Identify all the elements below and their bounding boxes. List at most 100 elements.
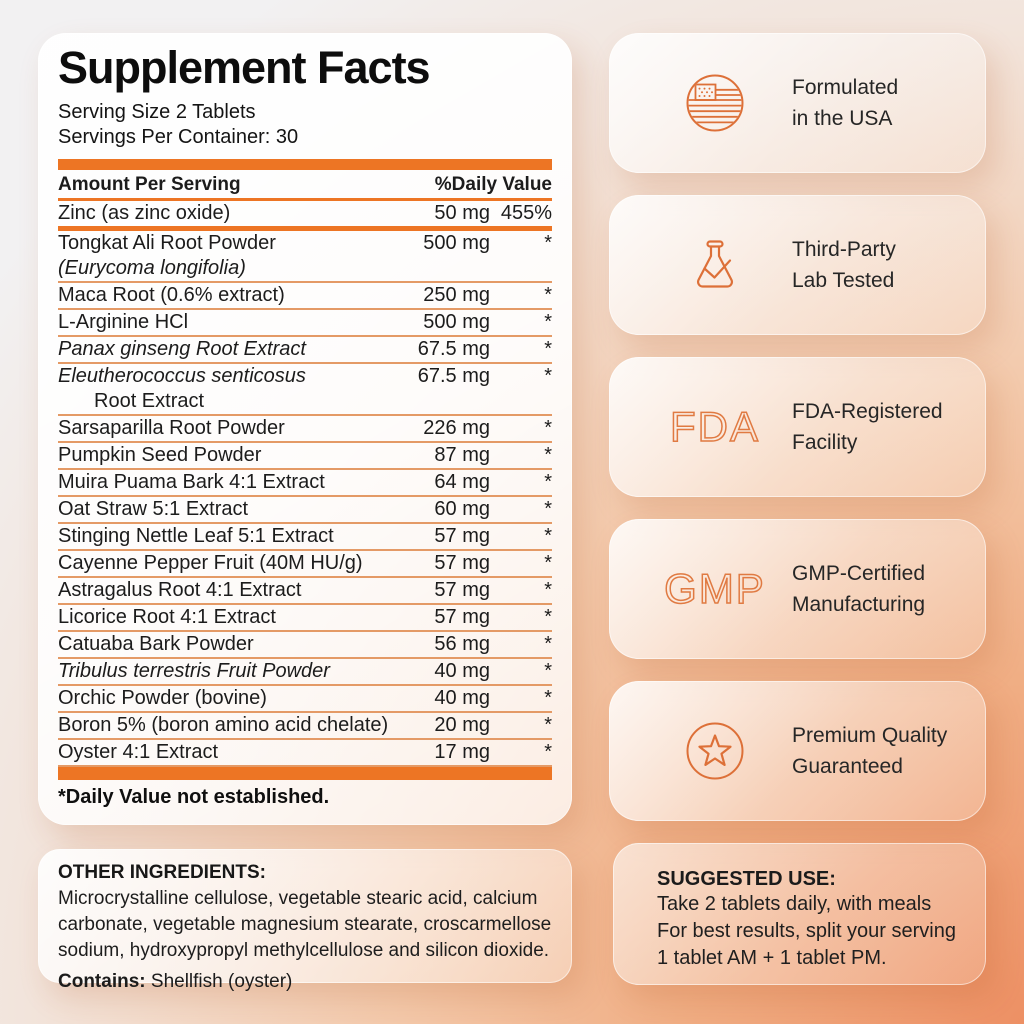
ingredient-amount: 17 mg — [434, 741, 490, 763]
ingredient-amount: 67.5 mg — [417, 338, 490, 360]
ingredient-daily-value: * — [544, 633, 552, 655]
ingredient-name: Tongkat Ali Root Powder (Eurycoma longifo… — [58, 232, 276, 279]
table-row: Maca Root (0.6% extract) 250 mg * — [58, 283, 552, 310]
ingredient-amount: 20 mg — [434, 714, 490, 736]
ingredient-amount: 250 mg — [423, 284, 490, 306]
table-row: Tribulus terrestris Fruit Powder 40 mg * — [58, 659, 552, 686]
table-top-bar — [58, 159, 552, 170]
ingredient-daily-value: * — [544, 444, 552, 466]
ingredient-daily-value: * — [544, 284, 552, 306]
ingredient-name: Catuaba Bark Powder — [58, 633, 254, 655]
badge-formulated-usa: Formulated in the USA — [609, 33, 986, 173]
ingredient-amount: 40 mg — [434, 687, 490, 709]
ingredient-name: Orchic Powder (bovine) — [58, 687, 267, 709]
ingredient-daily-value: * — [544, 338, 552, 360]
table-row: Oyster 4:1 Extract 17 mg * — [58, 740, 552, 767]
ingredient-daily-value: * — [544, 552, 552, 574]
badge-label-line1: Formulated — [792, 76, 899, 99]
ingredient-daily-value: * — [544, 687, 552, 709]
ingredient-name: Pumpkin Seed Powder — [58, 444, 262, 466]
ingredient-daily-value: * — [544, 525, 552, 547]
table-row: Zinc (as zinc oxide) 50 mg 455% — [58, 201, 552, 231]
table-row: Stinging Nettle Leaf 5:1 Extract 57 mg * — [58, 524, 552, 551]
table-header-row: Amount Per Serving %Daily Value — [58, 170, 552, 201]
ingredient-name: Boron 5% (boron amino acid chelate) — [58, 714, 389, 736]
table-row: Astragalus Root 4:1 Extract 57 mg * — [58, 578, 552, 605]
ingredient-daily-value: * — [544, 660, 552, 682]
badge-gmp-certified: GMP GMP-Certified Manufacturing — [609, 519, 986, 659]
suggested-use-panel: SUGGESTED USE: Take 2 tablets daily, wit… — [613, 843, 986, 985]
other-ingredients-body: Microcrystalline cellulose, vegetable st… — [58, 888, 552, 961]
ingredient-amount: 50 mg — [434, 202, 490, 224]
ingredient-amount: 57 mg — [434, 579, 490, 601]
ingredient-name: Oyster 4:1 Extract — [58, 741, 219, 763]
serving-size: Serving Size 2 Tablets — [58, 101, 256, 123]
table-row: Eleutherococcus senticosus Root Extract 67… — [58, 364, 552, 416]
badge-label-line1: GMP-Certified — [792, 562, 926, 585]
servings-per-container: Servings Per Container: 30 — [58, 126, 299, 148]
ingredient-name: Panax ginseng Root Extract — [58, 338, 306, 360]
daily-value-footnote: *Daily Value not established. — [58, 786, 330, 808]
table-row: Cayenne Pepper Fruit (40M HU/g) 57 mg * — [58, 551, 552, 578]
ingredient-daily-value: * — [544, 606, 552, 628]
badge-label-line2: Facility — [792, 431, 858, 454]
ingredient-daily-value: * — [544, 232, 552, 254]
ingredient-daily-value: * — [544, 311, 552, 333]
ingredient-daily-value: * — [544, 471, 552, 493]
suggested-use-heading: SUGGESTED USE: — [657, 868, 836, 890]
table-row: L-Arginine HCl 500 mg * — [58, 310, 552, 337]
usa-flag-icon — [683, 71, 747, 135]
badge-label-line2: Lab Tested — [792, 269, 895, 292]
table-row: Sarsaparilla Root Powder 226 mg * — [58, 416, 552, 443]
contains-label: Contains: — [58, 971, 146, 992]
table-row: Oat Straw 5:1 Extract 60 mg * — [58, 497, 552, 524]
ingredient-amount: 40 mg — [434, 660, 490, 682]
ingredient-name: Tribulus terrestris Fruit Powder — [58, 660, 330, 682]
badge-lab-tested: Third-Party Lab Tested — [609, 195, 986, 335]
ingredient-name: Muira Puama Bark 4:1 Extract — [58, 471, 325, 493]
ingredient-name: Maca Root (0.6% extract) — [58, 284, 285, 306]
ingredient-amount: 57 mg — [434, 525, 490, 547]
ingredient-amount: 60 mg — [434, 498, 490, 520]
ingredient-name: Cayenne Pepper Fruit (40M HU/g) — [58, 552, 363, 574]
badge-label-line2: in the USA — [792, 107, 893, 130]
column-header-daily-value: %Daily Value — [434, 174, 552, 195]
column-header-amount: Amount Per Serving — [58, 174, 241, 195]
ingredient-daily-value: * — [544, 417, 552, 439]
ingredient-amount: 64 mg — [434, 471, 490, 493]
ingredient-amount: 500 mg — [423, 311, 490, 333]
table-row: Boron 5% (boron amino acid chelate) 20 mg… — [58, 713, 552, 740]
badge-premium-quality: Premium Quality Guaranteed — [609, 681, 986, 821]
table-row: Pumpkin Seed Powder 87 mg * — [58, 443, 552, 470]
suggested-use-line: 1 tablet AM + 1 tablet PM. — [657, 947, 887, 969]
star-icon — [683, 719, 747, 783]
badge-label-line1: FDA-Registered — [792, 400, 943, 423]
ingredient-daily-value: * — [544, 365, 552, 387]
ingredient-amount: 67.5 mg — [417, 365, 490, 387]
badge-fda-registered: FDA FDA-Registered Facility — [609, 357, 986, 497]
page-title: Supplement Facts — [58, 42, 431, 93]
table-row: Tongkat Ali Root Powder (Eurycoma longifo… — [58, 231, 552, 283]
suggested-use-line: Take 2 tablets daily, with meals — [657, 893, 932, 915]
other-ingredients-heading: OTHER INGREDIENTS: — [58, 862, 266, 883]
ingredient-name: L-Arginine HCl — [58, 311, 189, 333]
ingredient-name: Licorice Root 4:1 Extract — [58, 606, 276, 628]
supplement-table-body: Zinc (as zinc oxide) 50 mg 455% Tongkat Ali… — [58, 201, 552, 767]
contains-value: Shellfish (oyster) — [150, 971, 293, 992]
ingredient-name: Stinging Nettle Leaf 5:1 Extract — [58, 525, 334, 547]
ingredient-amount: 57 mg — [434, 606, 490, 628]
suggested-use-line: For best results, split your serving — [657, 920, 956, 942]
ingredient-name: Astragalus Root 4:1 Extract — [58, 579, 302, 601]
ingredient-amount: 56 mg — [434, 633, 490, 655]
supplement-facts-panel: Supplement Facts Serving Size 2 Tablets … — [38, 33, 572, 825]
gmp-text-icon: GMP — [663, 564, 766, 613]
table-row: Muira Puama Bark 4:1 Extract 64 mg * — [58, 470, 552, 497]
table-bottom-bar — [58, 767, 552, 780]
ingredient-daily-value: * — [544, 498, 552, 520]
ingredient-name: Sarsaparilla Root Powder — [58, 417, 285, 439]
ingredient-name: Oat Straw 5:1 Extract — [58, 498, 249, 520]
badge-label-line2: Guaranteed — [792, 755, 903, 778]
lab-flask-icon — [683, 233, 747, 297]
ingredient-daily-value: * — [544, 579, 552, 601]
